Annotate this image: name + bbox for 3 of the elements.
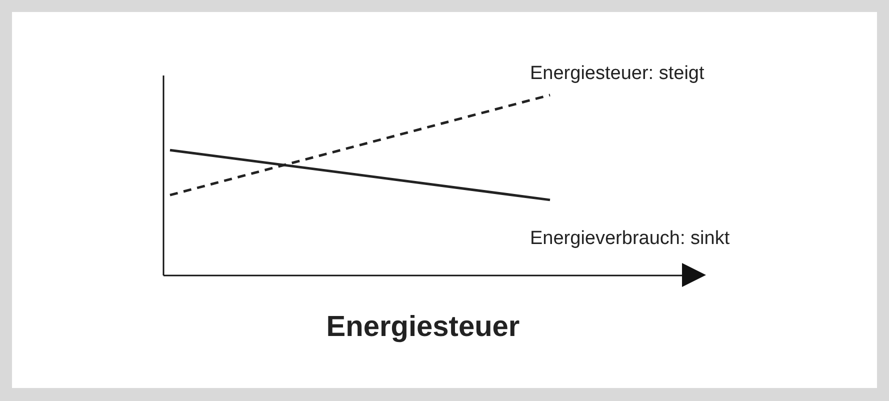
series-label: Energieverbrauch: sinkt: [530, 228, 730, 249]
text: Energiesteuer: [326, 311, 520, 343]
series-label: Energiesteuer: steigt: [530, 63, 705, 84]
